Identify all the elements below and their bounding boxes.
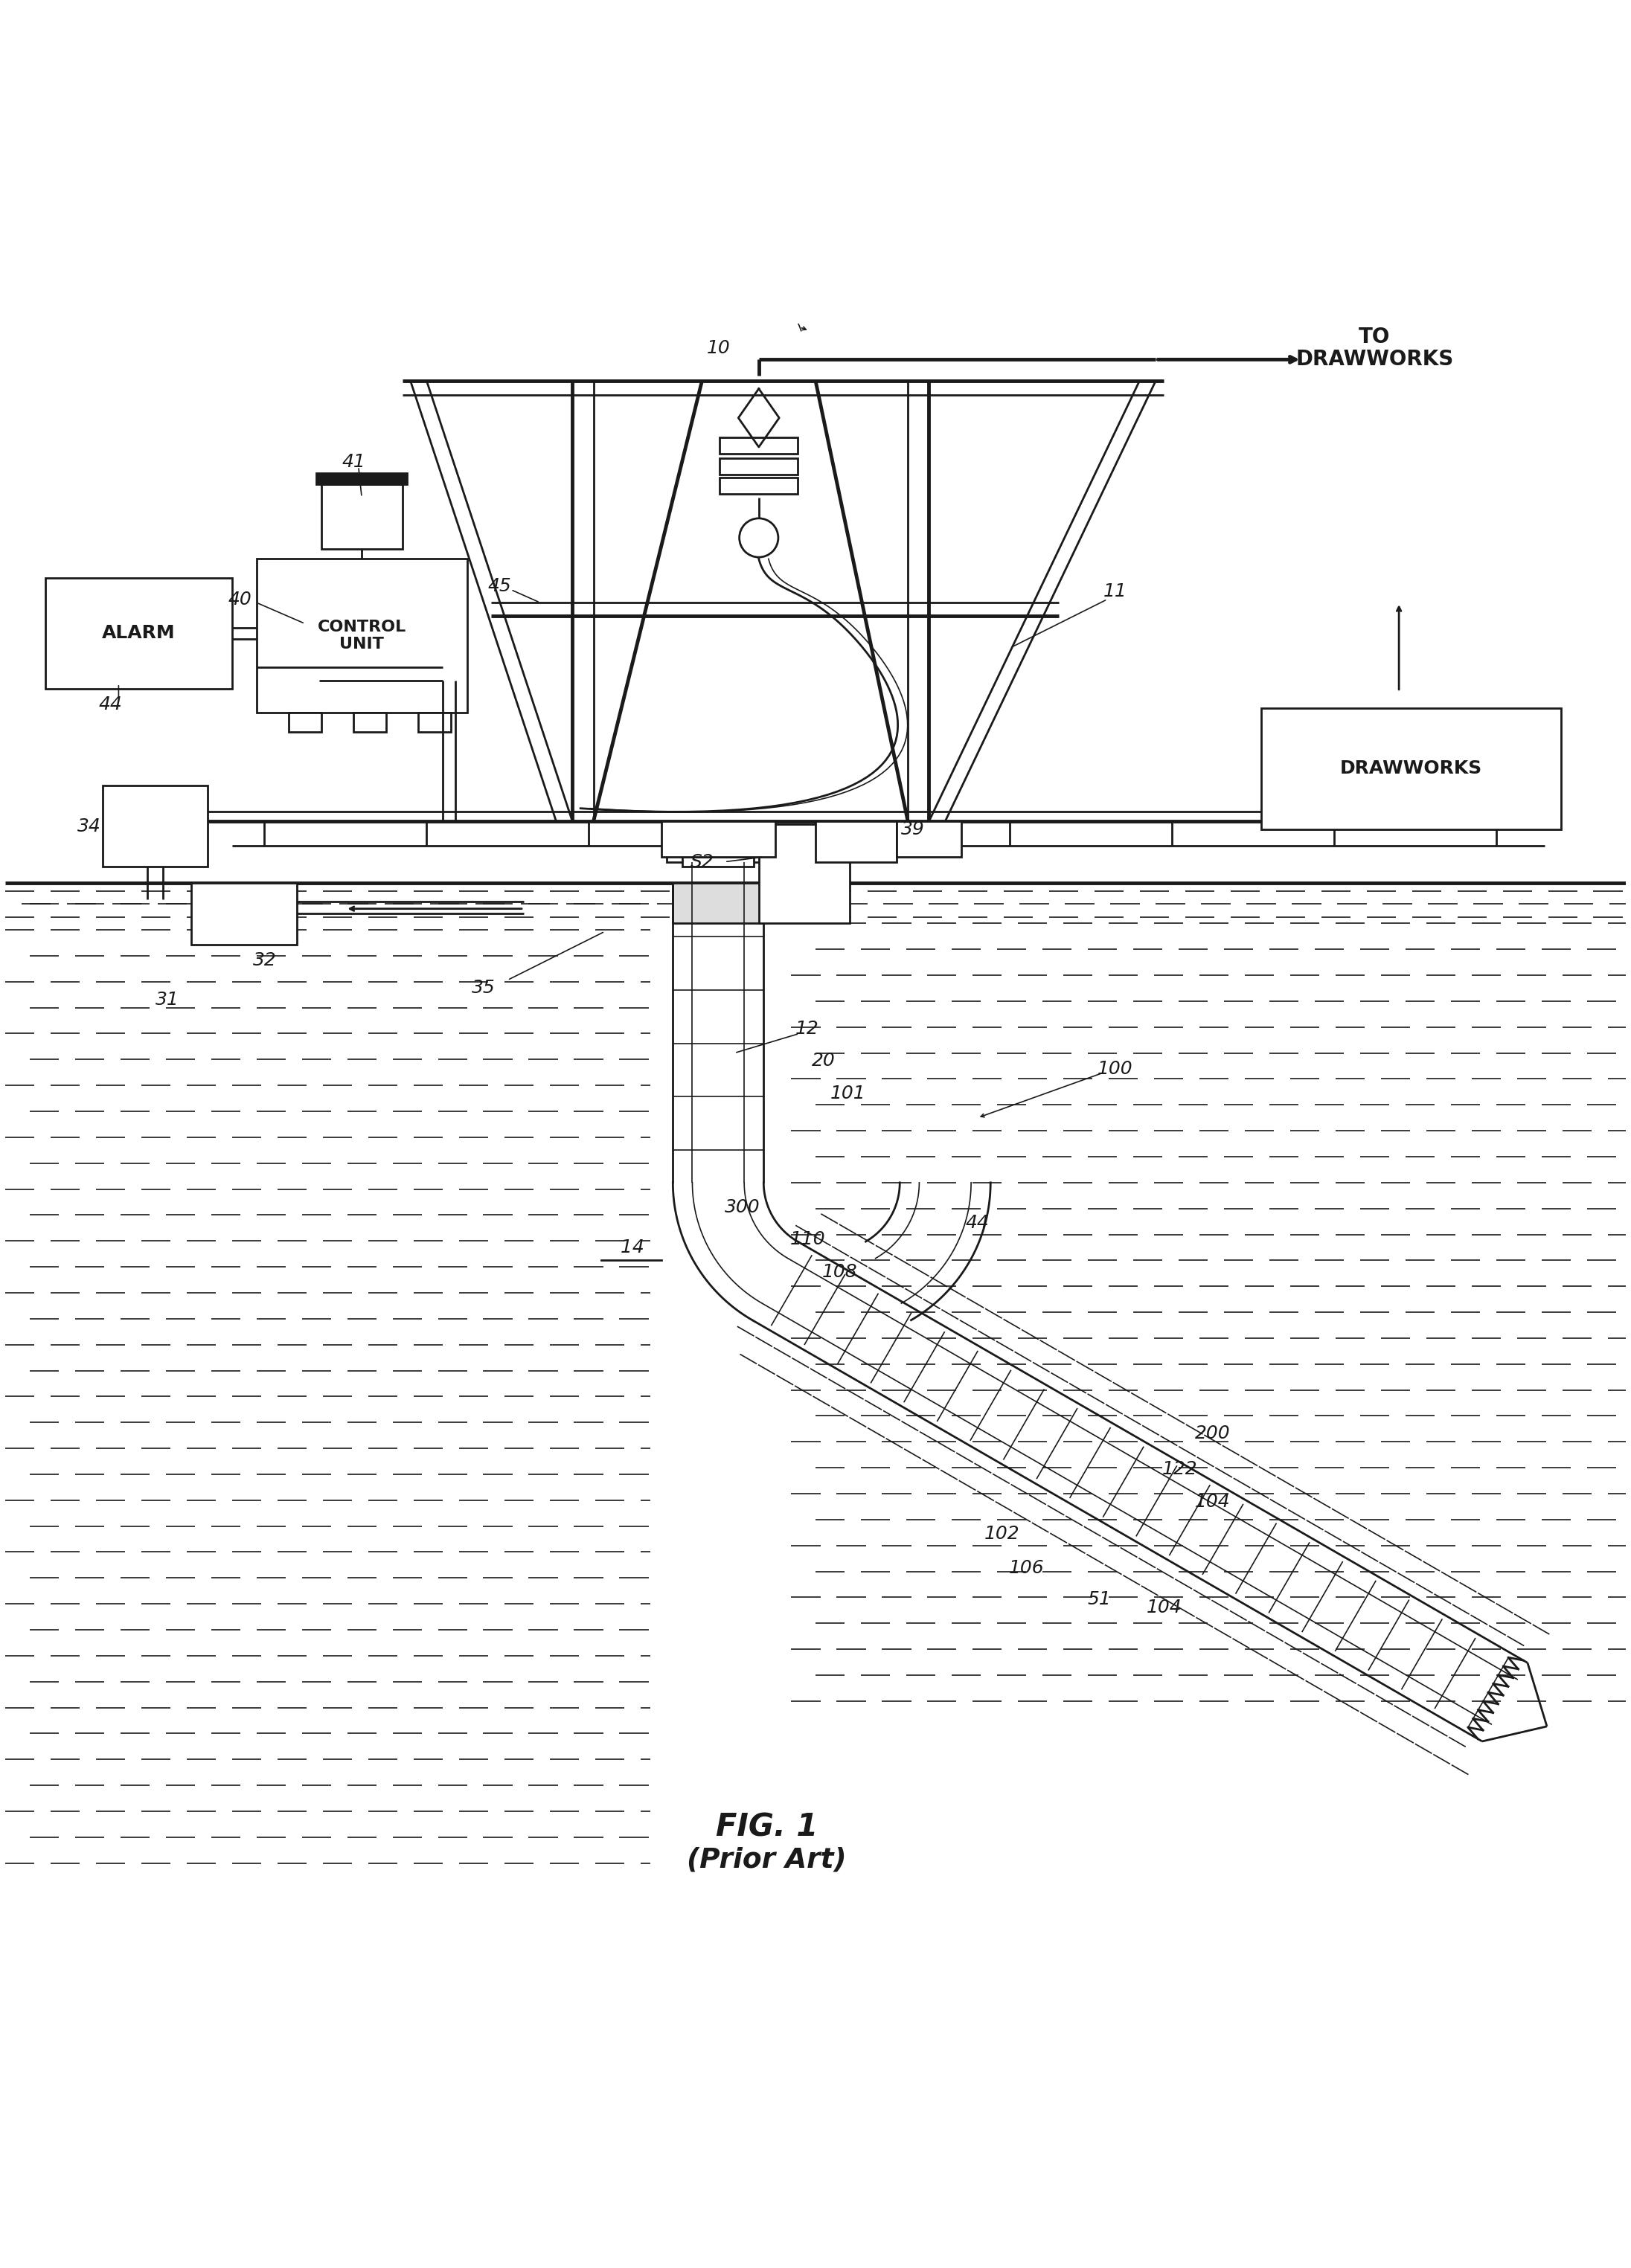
- Bar: [354, 712, 387, 733]
- Bar: [46, 578, 232, 689]
- Text: 101: 101: [830, 1084, 866, 1102]
- Text: CONTROL
UNIT: CONTROL UNIT: [318, 619, 406, 651]
- Text: 108: 108: [822, 1263, 858, 1281]
- Text: FIG. 1: FIG. 1: [716, 1812, 819, 1844]
- Text: 31: 31: [155, 991, 179, 1009]
- Text: 20: 20: [812, 1052, 835, 1070]
- Bar: [763, 830, 845, 919]
- Text: 11: 11: [1104, 583, 1127, 601]
- Text: DRAWWORKS: DRAWWORKS: [1341, 760, 1483, 778]
- Text: 45: 45: [488, 578, 511, 594]
- Text: 40: 40: [228, 590, 251, 608]
- Text: TO: TO: [1359, 327, 1390, 347]
- Bar: [719, 438, 798, 454]
- Text: 51: 51: [1088, 1590, 1111, 1608]
- Text: 104: 104: [1147, 1599, 1182, 1617]
- Bar: [674, 882, 763, 923]
- Text: 122: 122: [1163, 1461, 1197, 1479]
- Bar: [816, 821, 897, 862]
- Text: 39: 39: [900, 821, 925, 839]
- Text: 44: 44: [966, 1213, 990, 1232]
- Text: 102: 102: [983, 1526, 1019, 1542]
- Bar: [191, 882, 297, 943]
- Bar: [719, 479, 798, 494]
- Bar: [897, 821, 961, 857]
- Bar: [316, 474, 408, 485]
- Text: 35: 35: [471, 980, 496, 998]
- Text: (Prior Art): (Prior Art): [687, 1846, 846, 1873]
- Text: 14: 14: [615, 1238, 644, 1256]
- Text: ALARM: ALARM: [103, 624, 176, 642]
- Bar: [321, 485, 403, 549]
- Bar: [419, 712, 450, 733]
- Text: 44: 44: [99, 696, 122, 714]
- Bar: [662, 821, 775, 857]
- Text: 200: 200: [1196, 1424, 1230, 1442]
- Text: 100: 100: [1098, 1059, 1134, 1077]
- Bar: [1261, 708, 1561, 830]
- Bar: [683, 857, 754, 866]
- Text: 10: 10: [706, 340, 731, 356]
- Bar: [289, 712, 321, 733]
- Bar: [758, 826, 850, 923]
- Text: 34: 34: [78, 816, 101, 835]
- Text: 32: 32: [253, 953, 276, 968]
- Bar: [719, 458, 798, 474]
- Text: DRAWWORKS: DRAWWORKS: [1295, 349, 1453, 370]
- Text: 106: 106: [1008, 1560, 1044, 1576]
- Text: 110: 110: [789, 1229, 825, 1247]
- Text: S2: S2: [690, 853, 714, 871]
- Text: 41: 41: [343, 454, 365, 469]
- Bar: [103, 785, 207, 866]
- Bar: [667, 821, 770, 862]
- Text: 104: 104: [1196, 1492, 1230, 1510]
- Text: 300: 300: [724, 1198, 760, 1216]
- Bar: [256, 558, 466, 712]
- Text: 12: 12: [796, 1021, 819, 1039]
